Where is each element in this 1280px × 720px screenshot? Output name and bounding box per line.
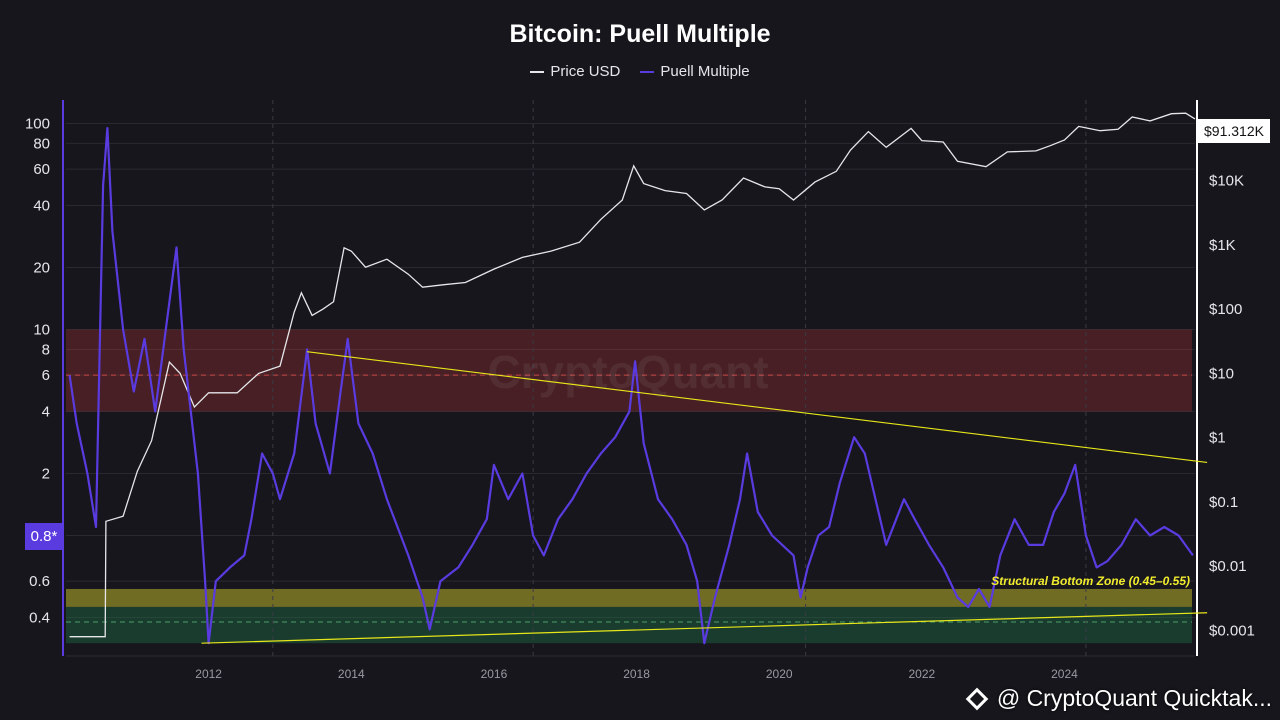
current-price-badge: $91.312K: [1198, 119, 1270, 143]
y-left-tick-label: 100: [25, 115, 50, 132]
zone-top-zone: [66, 329, 1192, 412]
x-tick-label: 2012: [195, 667, 222, 681]
y-right-tick-label: $0.001: [1209, 622, 1255, 639]
y-right-tick-label: $0.1: [1209, 494, 1238, 511]
y-left-tick-label: 2: [42, 465, 50, 482]
y-left-tick-label: 0.4: [29, 609, 50, 626]
y-left-tick-label: 4: [42, 403, 50, 420]
y-left-tick-label: 60: [33, 161, 50, 178]
x-tick-label: 2022: [908, 667, 935, 681]
y-left-tick-label: 8: [42, 341, 50, 358]
chart-title: Bitcoin: Puell Multiple: [509, 20, 771, 48]
y-right-tick-label: $1: [1209, 430, 1226, 447]
x-tick-label: 2016: [481, 667, 508, 681]
footer-watermark-text: @ CryptoQuant Quicktak...: [996, 685, 1272, 711]
y-right-tick-label: $10K: [1209, 173, 1244, 190]
y-left-tick-label: 20: [33, 259, 50, 276]
zone-label: Structural Bottom Zone (0.45–0.55): [991, 574, 1190, 588]
legend-item-puell[interactable]: Puell Multiple: [640, 63, 750, 80]
series-price-line: [69, 112, 1196, 638]
upper-trendline: [306, 351, 1208, 464]
legend-item-price[interactable]: Price USD: [530, 63, 620, 80]
y-left-tick-label: 10: [33, 321, 50, 338]
y-right-tick-label: $100: [1209, 301, 1242, 318]
x-tick-label: 2018: [623, 667, 650, 681]
x-tick-label: 2020: [766, 667, 793, 681]
x-tick-label: 2024: [1051, 667, 1078, 681]
legend-swatch-puell: [640, 70, 655, 73]
series-puell-line: [68, 127, 1194, 645]
x-tick-label: 2014: [338, 667, 365, 681]
legend-swatch-price: [530, 70, 545, 73]
brand-watermark: CryptoQuant: [487, 346, 768, 398]
zone-structural-bottom-zone: [66, 588, 1192, 607]
legend-label-price: Price USD: [550, 63, 621, 80]
y-left-tick-label: 40: [33, 197, 50, 214]
y-right-tick-label: $10: [1209, 365, 1234, 382]
y-left-tick-label: 0.6: [29, 573, 50, 590]
footer-watermark: @ CryptoQuant Quicktak...: [965, 685, 1272, 712]
lower-trendline: [201, 612, 1208, 644]
y-right-tick-label: $1K: [1209, 237, 1236, 254]
binance-logo-icon: [965, 687, 989, 710]
y-right-tick-label: $0.01: [1209, 558, 1247, 575]
y-left-tick-label: 80: [33, 135, 50, 152]
y-left-tick-label: 6: [42, 367, 50, 384]
legend-label-puell: Puell Multiple: [660, 63, 750, 80]
legend: Price USD Puell Multiple: [0, 63, 1280, 80]
zone-green-zone: [66, 606, 1192, 644]
current-puell-badge: 0.8*: [25, 523, 63, 550]
